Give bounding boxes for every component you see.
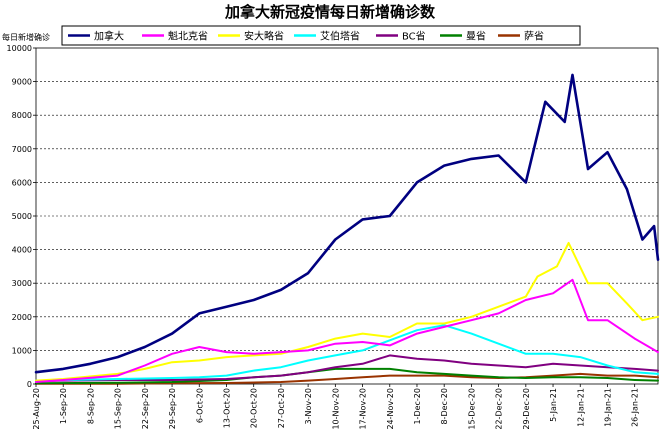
series-group	[34, 73, 660, 385]
y-tick-label: 10000	[7, 44, 32, 53]
x-tick-label: 29-Dec-20	[522, 388, 531, 430]
legend-label-6: 萨省	[524, 30, 544, 43]
x-tick-label: 29-Sep-20	[168, 388, 177, 429]
y-tick-label: 5000	[12, 212, 32, 221]
x-tick-label: 15-Dec-20	[467, 388, 476, 430]
series-line-6	[35, 372, 659, 385]
y-tick-label: 4000	[12, 246, 32, 255]
x-tick-label: 19-Jan-21	[603, 388, 612, 427]
legend-label-1: 魁北克省	[168, 30, 208, 43]
x-tick-label: 15-Sep-20	[114, 388, 123, 429]
y-axis-label: 每日新增确诊	[2, 32, 50, 42]
x-tick-label: 5-Jan-21	[549, 388, 558, 422]
legend-label-3: 艾伯塔省	[320, 30, 360, 43]
y-tick-label: 6000	[12, 178, 32, 187]
x-axis: 25-Aug-20 1-Sep-20 8-Sep-20 15-Sep-20 22-Sep…	[32, 384, 640, 430]
y-tick-label: 9000	[12, 78, 32, 87]
plot-area	[35, 47, 659, 385]
x-tick-label: 10-Nov-20	[331, 388, 340, 430]
x-tick-label: 6-Oct-20	[195, 388, 204, 423]
y-tick-label: 2000	[12, 313, 32, 322]
series-line-3	[35, 324, 659, 382]
plot-border	[35, 47, 659, 385]
x-tick-label: 25-Aug-20	[32, 388, 41, 430]
y-axis: 0 1000 2000 3000 4000 5000 6000 7000 8000 9000 100…	[7, 44, 36, 389]
chart-title: 加拿大新冠疫情每日新增确诊数	[224, 3, 436, 21]
x-tick-label: 1-Sep-20	[59, 388, 68, 424]
series-line-1	[35, 278, 659, 383]
x-tick-label: 12-Jan-21	[576, 388, 585, 427]
x-tick-label: 13-Oct-20	[222, 388, 231, 428]
x-tick-label: 17-Nov-20	[359, 388, 368, 430]
legend-box	[61, 25, 581, 46]
x-tick-label: 1-Dec-20	[413, 388, 422, 425]
legend-label-0: 加拿大	[94, 30, 124, 43]
legend-label-4: BC省	[402, 30, 426, 43]
legend-label-5: 曼省	[466, 30, 486, 43]
y-tick-label: 7000	[12, 145, 32, 154]
x-tick-label: 22-Sep-20	[141, 388, 150, 429]
y-tick-label: 3000	[12, 279, 32, 288]
x-tick-label: 22-Dec-20	[495, 388, 504, 430]
x-tick-label: 8-Dec-20	[440, 388, 449, 425]
y-tick-label: 0	[27, 380, 32, 389]
y-tick-label: 8000	[12, 111, 32, 120]
x-tick-label: 26-Jan-21	[631, 388, 640, 427]
legend: 加拿大 魁北克省 安大略省 艾伯塔省 BC省 曼省 萨省	[61, 25, 581, 46]
x-tick-label: 24-Nov-20	[386, 388, 395, 430]
x-tick-label: 8-Sep-20	[86, 388, 95, 424]
series-line-2	[35, 241, 659, 382]
y-tick-label: 1000	[12, 346, 32, 355]
x-tick-label: 3-Nov-20	[304, 388, 313, 424]
series-line-0	[34, 73, 660, 374]
series-line-4	[35, 354, 659, 383]
x-tick-label: 27-Oct-20	[277, 388, 286, 428]
legend-label-2: 安大略省	[244, 30, 284, 43]
x-tick-label: 20-Oct-20	[250, 388, 259, 428]
